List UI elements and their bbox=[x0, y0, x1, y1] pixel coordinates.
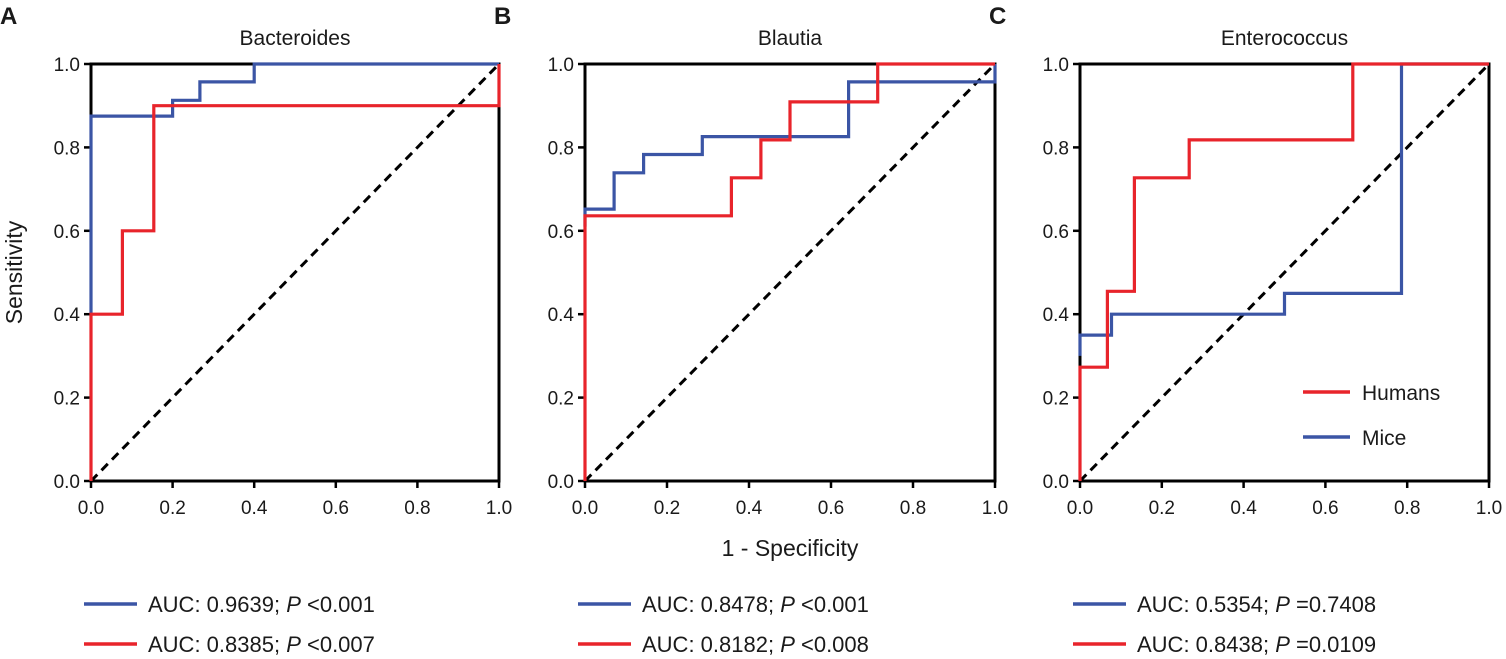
x-tick-label: 0.2 bbox=[159, 498, 185, 519]
x-tick-label: 1.0 bbox=[1476, 498, 1502, 519]
chart-title: Bacteroides bbox=[240, 27, 351, 50]
x-tick-label: 0.8 bbox=[1394, 498, 1420, 519]
panel-letter: A bbox=[0, 3, 17, 30]
auc-label-mice: AUC: 0.5354; P =0.7408 bbox=[1137, 592, 1376, 617]
series-humans-line bbox=[583, 62, 995, 481]
x-tick-label: 0.8 bbox=[900, 498, 926, 519]
auc-label-mice: AUC: 0.9639; P <0.001 bbox=[148, 592, 375, 617]
chart-title: Enterococcus bbox=[1221, 27, 1348, 50]
series-humans-line bbox=[89, 64, 501, 481]
series-reference-line bbox=[1078, 62, 1491, 483]
series-mice-line bbox=[1078, 62, 1489, 356]
x-tick-label: 0.0 bbox=[1067, 498, 1093, 519]
x-tick-label: 0.6 bbox=[323, 498, 349, 519]
x-tick-label: 0.6 bbox=[1312, 498, 1338, 519]
auc-label-humans: AUC: 0.8182; P <0.008 bbox=[642, 632, 869, 657]
y-tick-label: 0.8 bbox=[548, 138, 574, 159]
legend-label-humans: Humans bbox=[1362, 382, 1440, 405]
y-tick-label: 0.6 bbox=[1043, 222, 1069, 243]
y-tick-label: 1.0 bbox=[1043, 55, 1069, 76]
x-tick-label: 1.0 bbox=[982, 498, 1008, 519]
series-reference-line bbox=[583, 62, 997, 483]
panel-a: A Bacteroides 0.0 0.2 0.4 0.6 0.8 1.0 0.0 0.2 0.4 0… bbox=[0, 3, 512, 657]
x-tick-label: 0.4 bbox=[1230, 498, 1257, 519]
x-tick-label: 0.8 bbox=[404, 498, 430, 519]
y-tick-label: 0.2 bbox=[548, 389, 574, 410]
y-tick-label: 0.0 bbox=[548, 472, 574, 493]
panel-c: C Enterococcus 0.0 0.2 0.4 0.6 0.8 1.0 0.0 0.2 0.4… bbox=[989, 3, 1502, 657]
x-tick-label: 0.0 bbox=[78, 498, 104, 519]
y-tick-label: 0.4 bbox=[54, 305, 81, 326]
y-tick-label: 0.8 bbox=[54, 138, 80, 159]
series-humans-line bbox=[1078, 62, 1489, 481]
x-tick-label: 0.2 bbox=[1149, 498, 1175, 519]
y-tick-label: 0.4 bbox=[548, 305, 575, 326]
auc-label-mice: AUC: 0.8478; P <0.001 bbox=[642, 592, 869, 617]
x-tick-label: 0.4 bbox=[736, 498, 763, 519]
x-axis-label: 1 - Specificity bbox=[722, 535, 859, 561]
y-tick-label: 0.2 bbox=[1043, 389, 1069, 410]
panel-letter: C bbox=[989, 3, 1006, 30]
series-mice-line bbox=[89, 62, 499, 315]
y-tick-label: 0.0 bbox=[54, 472, 80, 493]
y-axis-label: Sensitivity bbox=[1, 220, 27, 324]
plot-frame bbox=[1078, 62, 1491, 483]
x-tick-label: 0.4 bbox=[241, 498, 268, 519]
x-tick-label: 0.0 bbox=[572, 498, 598, 519]
legend-label-mice: Mice bbox=[1362, 427, 1406, 450]
series-mice-line bbox=[583, 64, 997, 227]
y-tick-label: 1.0 bbox=[548, 55, 574, 76]
y-tick-label: 0.6 bbox=[54, 222, 80, 243]
panel-b: B Blautia 0.0 0.2 0.4 0.6 0.8 1.0 0.0 0.2 0.4 0.6 0.… bbox=[494, 3, 1008, 657]
y-tick-label: 1.0 bbox=[54, 55, 80, 76]
x-tick-label: 1.0 bbox=[486, 498, 512, 519]
panel-letter: B bbox=[494, 3, 511, 30]
chart-title: Blautia bbox=[758, 27, 823, 50]
y-tick-label: 0.0 bbox=[1043, 472, 1069, 493]
y-tick-label: 0.2 bbox=[54, 389, 80, 410]
auc-label-humans: AUC: 0.8438; P =0.0109 bbox=[1137, 632, 1376, 657]
auc-label-humans: AUC: 0.8385; P <0.007 bbox=[148, 632, 375, 657]
y-tick-label: 0.8 bbox=[1043, 138, 1069, 159]
x-tick-label: 0.6 bbox=[818, 498, 844, 519]
series-reference-line bbox=[89, 62, 501, 483]
x-tick-label: 0.2 bbox=[654, 498, 680, 519]
y-tick-label: 0.6 bbox=[548, 222, 574, 243]
y-tick-label: 0.4 bbox=[1043, 305, 1070, 326]
